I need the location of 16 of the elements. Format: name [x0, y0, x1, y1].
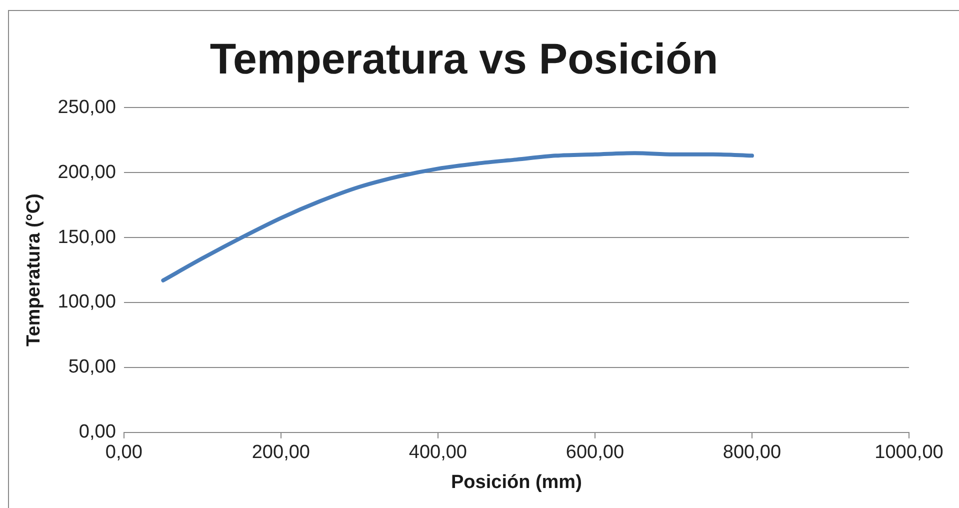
x-tick-label: 0,00: [105, 442, 142, 464]
x-axis-title: Posición (mm): [451, 472, 582, 493]
y-tick-label: 250,00: [58, 96, 116, 118]
y-tick-label: 50,00: [68, 356, 116, 378]
y-axis-title: Temperatura (°C): [24, 194, 45, 346]
x-tick-label: 1000,00: [874, 442, 944, 464]
y-tick-label: 200,00: [58, 162, 116, 183]
y-tick-label: 0,00: [78, 422, 116, 443]
chart-title: Temperatura vs Posición: [210, 36, 718, 84]
x-tick-label: 600,00: [566, 442, 624, 464]
line-series: [161, 151, 754, 282]
y-tick-label: 100,00: [58, 292, 116, 313]
y-tick-label: 150,00: [58, 226, 116, 248]
x-tick-label: 200,00: [252, 442, 310, 464]
x-tick-label: 400,00: [408, 442, 468, 464]
x-tick-label: 800,00: [722, 442, 782, 464]
